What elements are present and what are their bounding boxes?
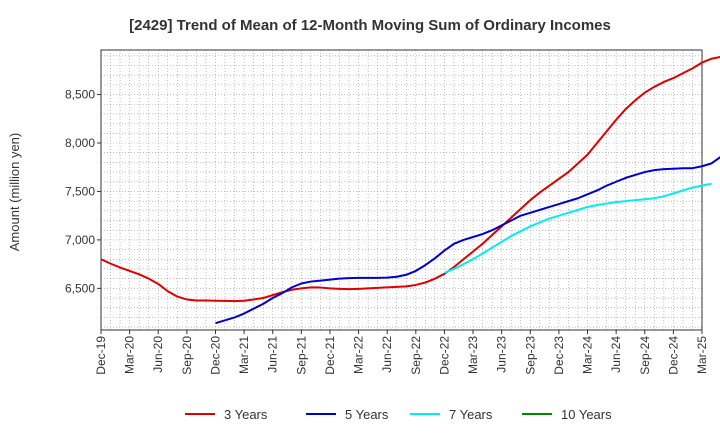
x-tick-label: Dec-22 bbox=[437, 336, 451, 375]
x-tick-label: Dec-20 bbox=[208, 336, 222, 375]
legend-label: 5 Years bbox=[345, 407, 389, 422]
plot-area bbox=[100, 49, 703, 331]
x-tick-label: Mar-22 bbox=[352, 336, 366, 374]
x-tick-label: Dec-21 bbox=[323, 336, 337, 375]
series-line-5-years bbox=[215, 156, 720, 325]
x-tick-label: Jun-22 bbox=[380, 336, 394, 373]
legend-label: 10 Years bbox=[561, 407, 612, 422]
y-tick-label: 7,500 bbox=[65, 184, 95, 198]
legend-label: 3 Years bbox=[224, 407, 268, 422]
x-tick-label: Jun-21 bbox=[266, 336, 280, 373]
x-axis: Dec-19 Mar-20 Jun-20 Sep-20 Dec-20 Mar-21 Jun-… bbox=[94, 330, 709, 375]
y-tick-label: 7,000 bbox=[65, 233, 95, 247]
x-tick-label: Sep-21 bbox=[294, 336, 308, 375]
x-tick-label: Dec-23 bbox=[552, 336, 566, 375]
x-tick-label: Jun-24 bbox=[609, 336, 623, 373]
legend-label: 7 Years bbox=[449, 407, 493, 422]
y-axis: 6,500 7,000 7,500 8,000 8,500 bbox=[65, 88, 101, 295]
x-tick-label: Jun-20 bbox=[151, 336, 165, 373]
x-tick-label: Mar-21 bbox=[237, 336, 251, 374]
x-tick-label: Jun-23 bbox=[495, 336, 509, 373]
series-lines bbox=[100, 55, 720, 325]
x-tick-label: Sep-23 bbox=[523, 336, 537, 375]
x-tick-label: Sep-20 bbox=[180, 336, 194, 375]
x-tick-label: Dec-24 bbox=[666, 336, 680, 375]
series-line-3-years bbox=[100, 55, 720, 303]
y-tick-label: 6,500 bbox=[65, 281, 95, 295]
x-tick-label: Sep-24 bbox=[638, 336, 652, 375]
x-tick-label: Mar-23 bbox=[466, 336, 480, 374]
y-axis-label: Amount (million yen) bbox=[7, 133, 22, 252]
x-tick-label: Dec-19 bbox=[94, 336, 108, 375]
x-tick-label: Sep-22 bbox=[409, 336, 423, 375]
chart-title: [2429] Trend of Mean of 12-Month Moving … bbox=[129, 17, 611, 34]
x-tick-label: Mar-24 bbox=[581, 336, 595, 374]
y-tick-label: 8,500 bbox=[65, 88, 95, 102]
grid bbox=[101, 50, 702, 330]
y-tick-label: 8,000 bbox=[65, 136, 95, 150]
x-tick-label: Mar-20 bbox=[123, 336, 137, 374]
legend: 3 Years 5 Years 7 Years 10 Years bbox=[185, 407, 612, 422]
x-tick-label: Mar-25 bbox=[695, 336, 709, 374]
series-line-7-years bbox=[444, 182, 712, 274]
